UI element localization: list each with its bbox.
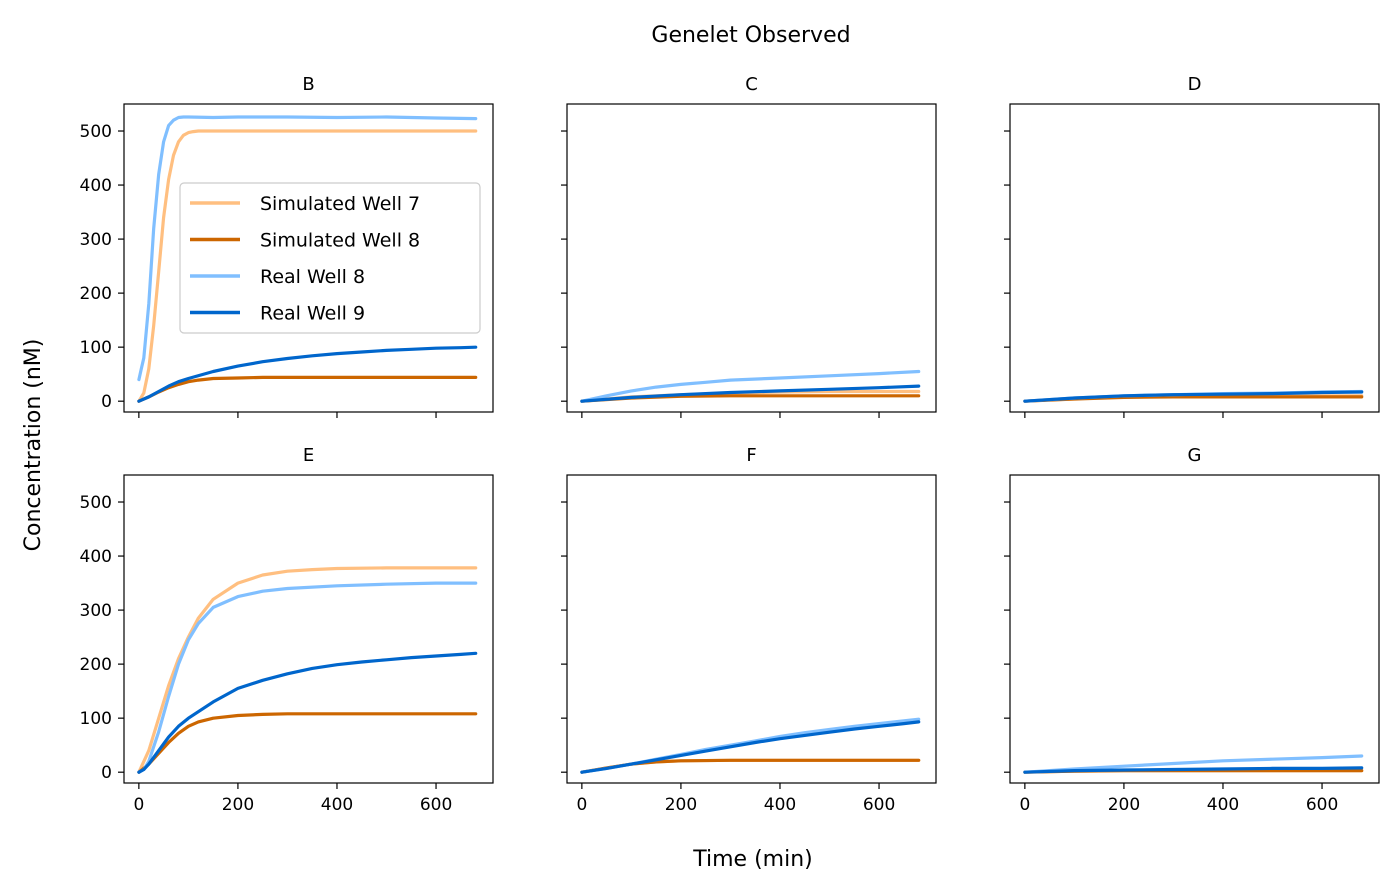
y-tick-label: 500	[80, 122, 112, 142]
series-line-simulated-well-8	[580, 758, 921, 774]
y-tick-label: 400	[80, 547, 112, 567]
series-line-real-well-8	[137, 115, 478, 382]
series-group	[580, 717, 921, 774]
panel-title: G	[1188, 445, 1202, 466]
panel-F: F 0 200 400 600	[561, 445, 937, 815]
series-group	[137, 566, 478, 774]
axes-frame	[566, 103, 937, 413]
series-line-real-well-8	[1023, 754, 1364, 774]
panel-C: C	[561, 74, 937, 418]
y-tick-label: 100	[80, 709, 112, 729]
legend-item: Simulated Well 7	[190, 193, 420, 215]
series-line-real-well-9	[137, 651, 478, 774]
series-group	[137, 115, 478, 403]
x-axis-label: Time (min)	[692, 847, 813, 872]
y-tick-label: 100	[80, 338, 112, 358]
x-tick-label: 0	[576, 795, 587, 815]
panel-grid: B 0 100 200 300 400 500 C D E 0 100 200 300 400 500 0 200…	[80, 74, 1380, 815]
x-tick-label: 200	[222, 795, 254, 815]
panel-title: D	[1188, 74, 1202, 95]
axes-frame	[1009, 474, 1380, 784]
legend: Simulated Well 7 Simulated Well 8 Real Wel…	[179, 182, 481, 334]
series-line-real-well-8	[137, 581, 478, 774]
panel-G: G 0 200 400 600	[1004, 445, 1380, 815]
series-line-real-well-8	[580, 369, 921, 403]
panel-E: E 0 100 200 300 400 500 0 200 400 600	[80, 445, 494, 815]
axes-frame	[123, 103, 494, 413]
series-line-real-well-9	[580, 720, 921, 774]
legend-item: Simulated Well 8	[190, 230, 420, 252]
y-tick-label: 400	[80, 176, 112, 196]
series-group	[580, 369, 921, 403]
legend-item: Real Well 8	[190, 266, 365, 288]
series-group	[1023, 754, 1364, 774]
panel-title: B	[302, 74, 314, 95]
x-tick-label: 600	[1306, 795, 1338, 815]
x-tick-label: 400	[321, 795, 353, 815]
y-tick-label: 300	[80, 601, 112, 621]
y-tick-label: 500	[80, 493, 112, 513]
x-tick-label: 0	[1019, 795, 1030, 815]
axes-frame	[123, 474, 494, 784]
y-tick-label: 200	[80, 284, 112, 304]
legend-label: Real Well 9	[260, 303, 365, 325]
series-line-simulated-well-7	[137, 129, 478, 403]
series-line-real-well-9	[1023, 390, 1364, 403]
panel-title: E	[303, 445, 314, 466]
legend-box	[179, 182, 481, 334]
axes-frame	[1009, 103, 1380, 413]
series-line-real-well-9	[580, 384, 921, 403]
legend-item: Real Well 9	[190, 303, 365, 325]
series-line-simulated-well-7	[137, 566, 478, 774]
x-tick-label: 600	[863, 795, 895, 815]
axes-frame	[566, 474, 937, 784]
panel-title: C	[745, 74, 758, 95]
x-tick-label: 400	[764, 795, 796, 815]
figure-title: Genelet Observed	[651, 23, 850, 48]
y-tick-label: 200	[80, 655, 112, 675]
legend-label: Simulated Well 8	[260, 230, 420, 252]
series-line-real-well-9	[137, 345, 478, 403]
legend-label: Simulated Well 7	[260, 193, 420, 215]
series-line-real-well-9	[1023, 766, 1364, 774]
panel-B: B 0 100 200 300 400 500	[80, 74, 494, 418]
series-group	[1023, 389, 1364, 403]
y-tick-label: 0	[101, 763, 112, 783]
y-tick-label: 0	[101, 392, 112, 412]
panel-title: F	[746, 445, 756, 466]
x-tick-label: 400	[1207, 795, 1239, 815]
panel-D: D	[1004, 74, 1380, 418]
x-tick-label: 200	[1108, 795, 1140, 815]
series-line-simulated-well-8	[137, 712, 478, 774]
series-line-simulated-well-7	[580, 758, 921, 774]
x-tick-label: 0	[133, 795, 144, 815]
x-tick-label: 600	[420, 795, 452, 815]
legend-label: Real Well 8	[260, 266, 365, 288]
x-tick-label: 200	[665, 795, 697, 815]
y-tick-label: 300	[80, 230, 112, 250]
series-line-simulated-well-8	[137, 375, 478, 403]
y-axis-label: Concentration (nM)	[21, 339, 46, 552]
